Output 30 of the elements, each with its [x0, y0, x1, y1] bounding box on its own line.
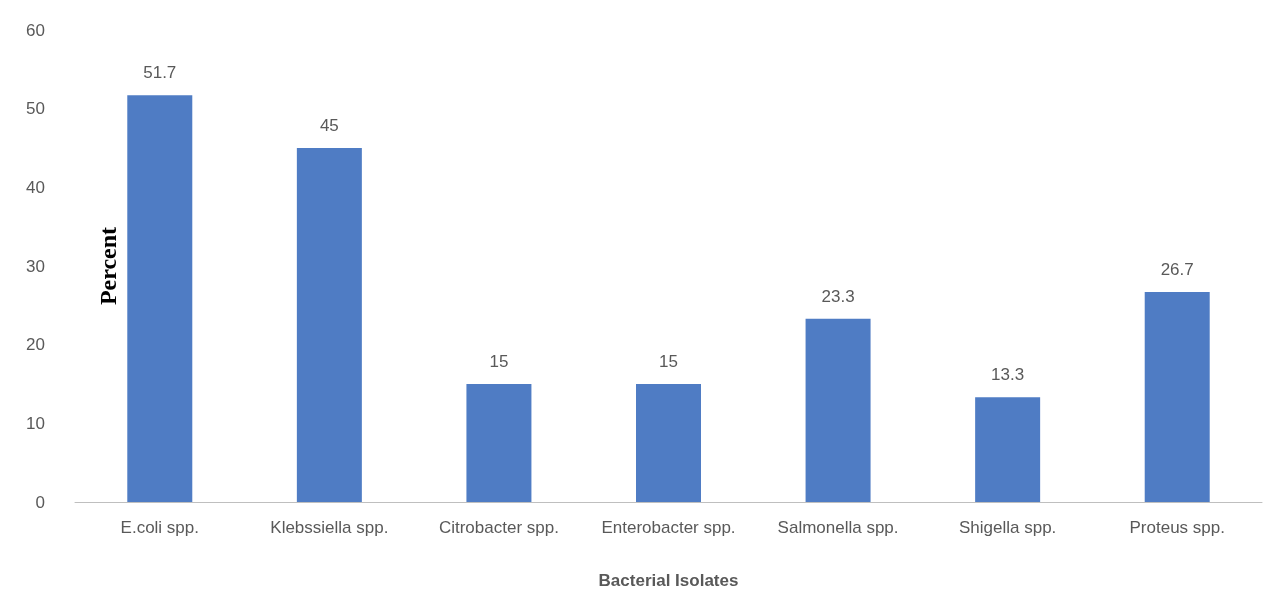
x-axis-title: Bacterial Isolates	[598, 571, 739, 590]
y-tick-label: 10	[26, 413, 45, 433]
y-tick-label: 20	[26, 335, 45, 355]
x-tick-label: Klebssiella spp.	[270, 517, 389, 537]
x-tick-label: Salmonella spp.	[777, 517, 899, 537]
x-tick-label: Citrobacter spp.	[438, 517, 559, 537]
y-tick-label: 0	[35, 492, 45, 512]
y-tick-label: 60	[26, 20, 45, 40]
bar	[466, 384, 532, 502]
bar	[805, 318, 871, 502]
bar	[1144, 291, 1210, 502]
y-tick-label: 50	[26, 99, 45, 119]
y-tick-label: 30	[26, 256, 45, 276]
bar	[975, 397, 1041, 502]
data-label: 15	[659, 352, 678, 371]
x-tick-label: Proteus spp.	[1129, 517, 1225, 537]
data-label: 15	[489, 352, 509, 371]
y-tick-label: 40	[26, 177, 45, 197]
x-tick-label: E.coli spp.	[120, 517, 199, 537]
data-label: 51.7	[143, 63, 177, 83]
data-label: 23.3	[821, 286, 855, 306]
x-tick-label: Enterobacter spp.	[601, 517, 736, 537]
bar	[636, 384, 701, 502]
data-label: 26.7	[1160, 259, 1194, 279]
bar	[127, 95, 193, 502]
y-axis-title: Percent	[95, 226, 121, 306]
data-label: 45	[319, 116, 339, 135]
x-tick-label: Shigella spp.	[958, 517, 1057, 537]
bar	[296, 148, 362, 502]
data-label: 13.3	[991, 365, 1025, 385]
